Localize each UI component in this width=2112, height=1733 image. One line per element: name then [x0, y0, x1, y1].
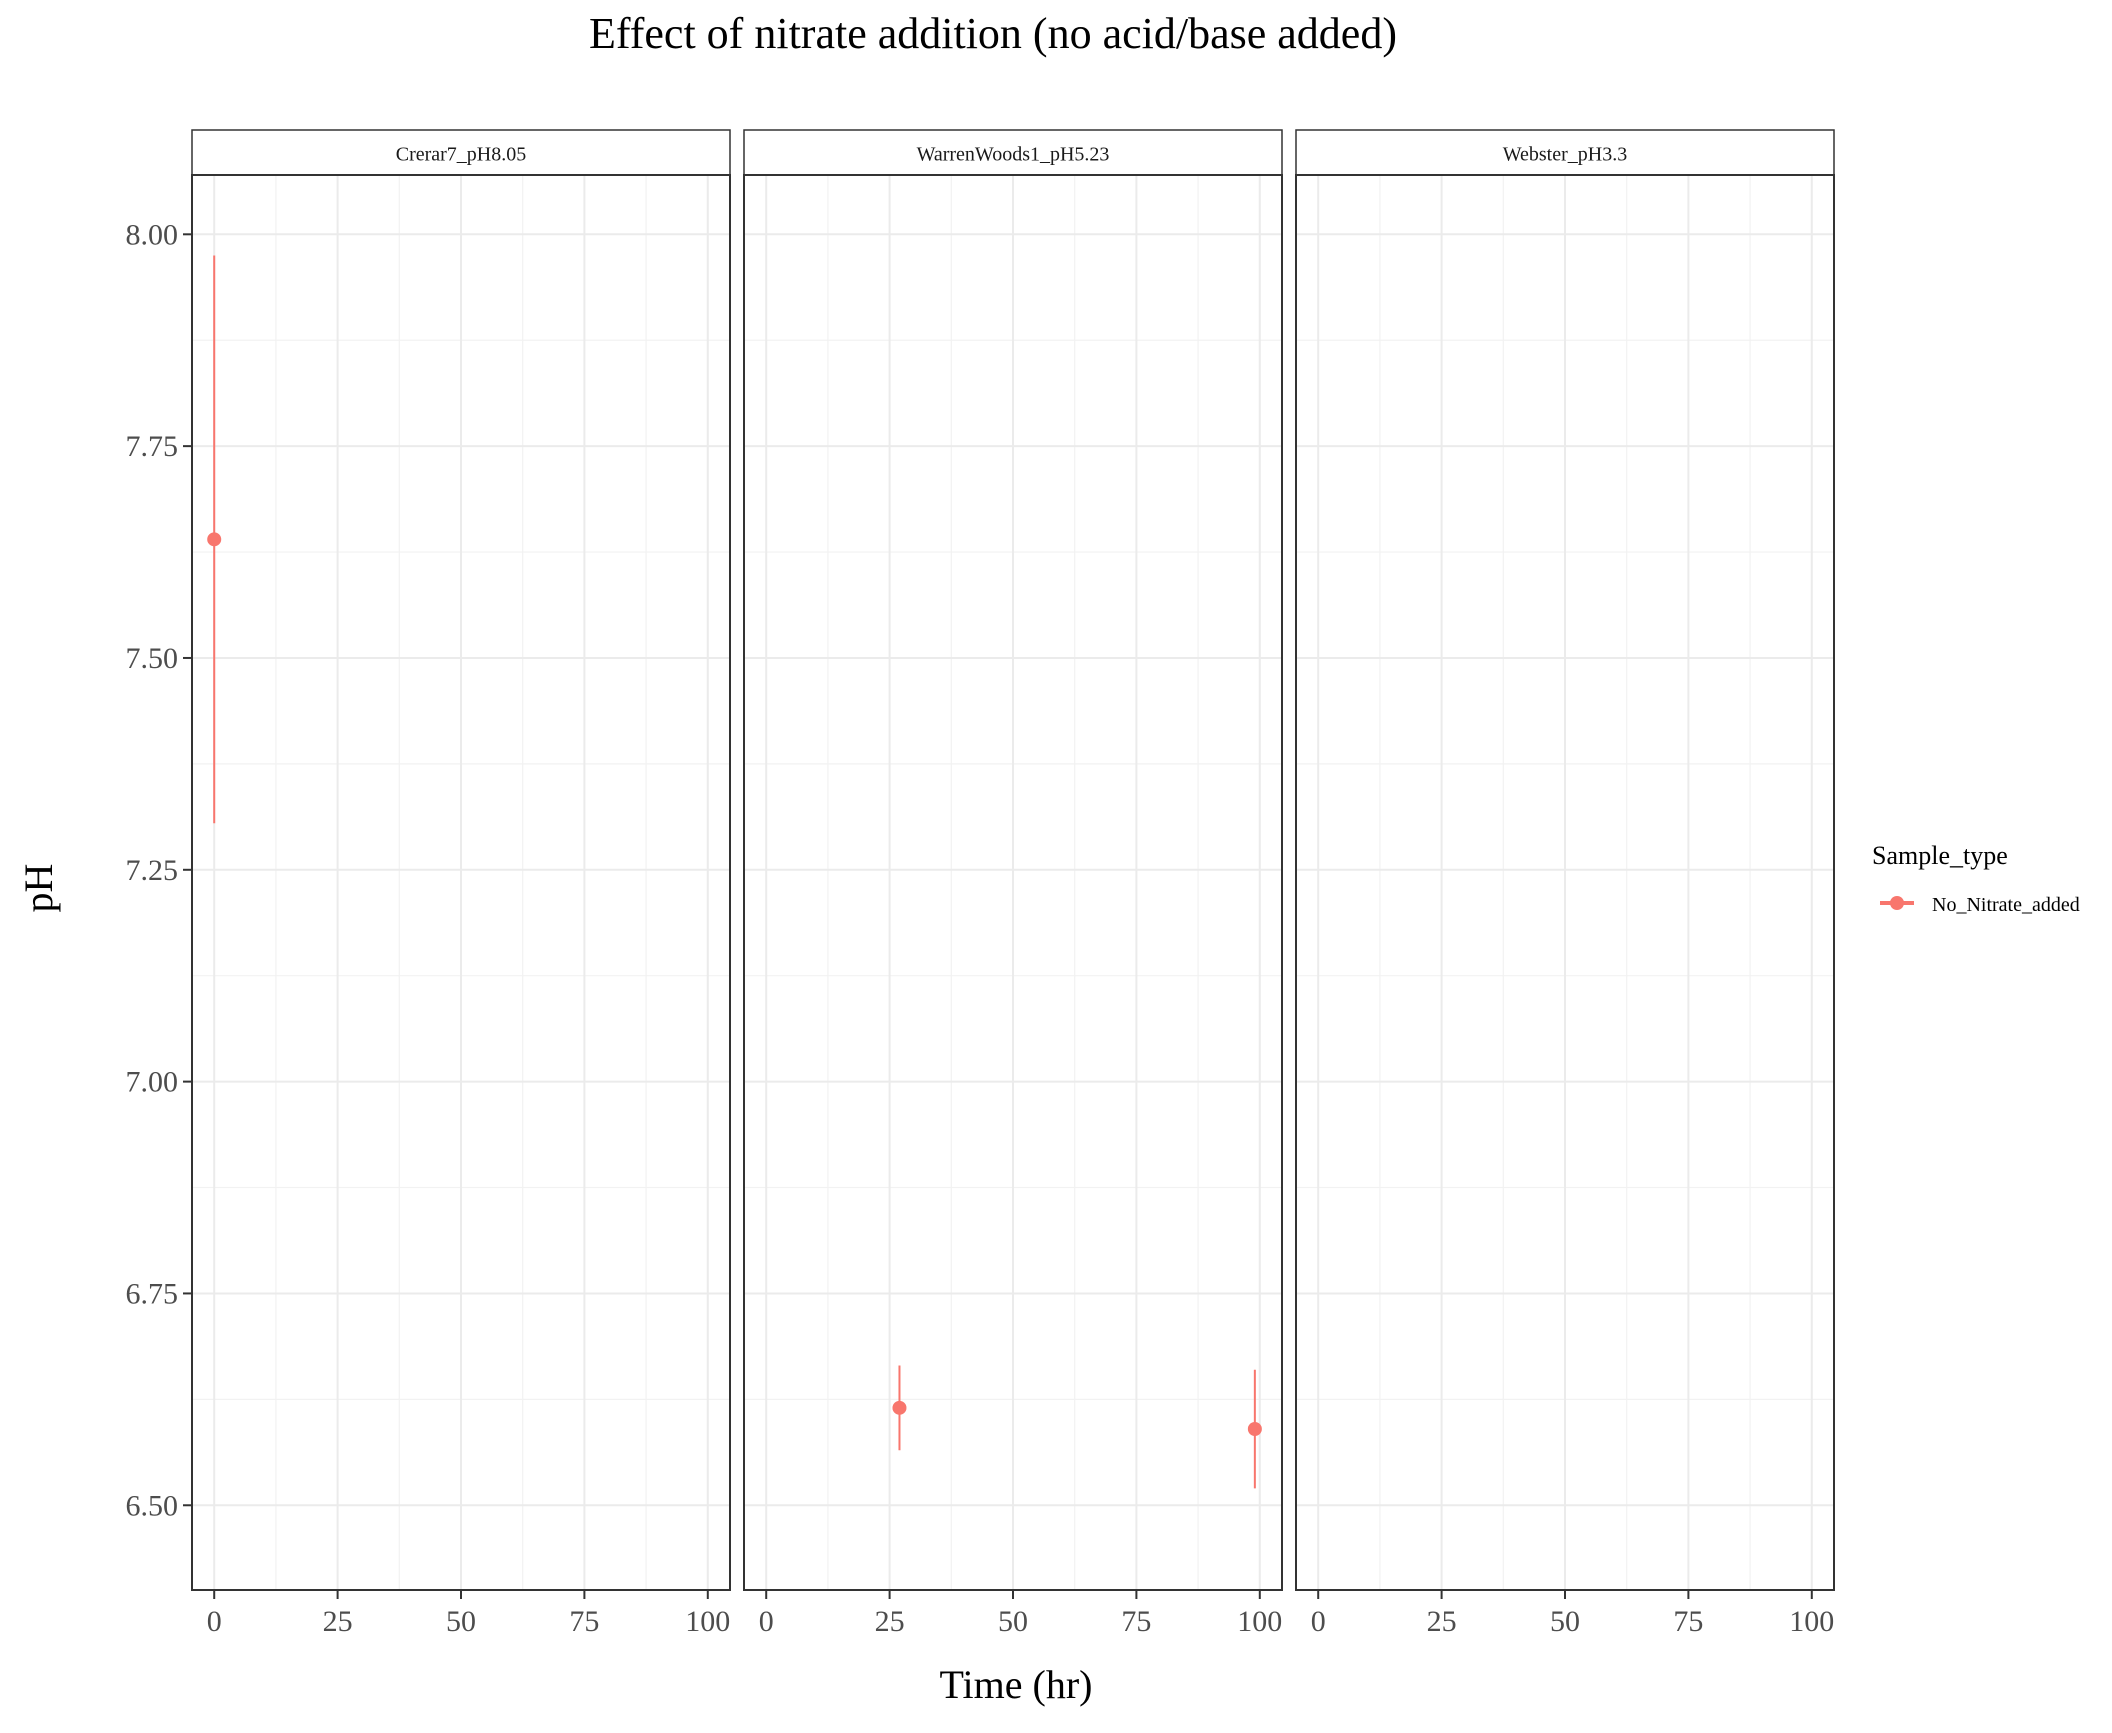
y-tick-label: 7.75 — [126, 430, 179, 463]
facet-panel: Crerar7_pH8.05 0 25 50 75 100 — [191, 129, 731, 1638]
panels-layer: 6.50 6.75 7.00 7.25 7.50 7.75 8.00 Crerar7_pH8.… — [126, 129, 1835, 1638]
chart-title: Effect of nitrate addition (no acid/base… — [589, 9, 1397, 58]
x-tick-label: 100 — [1237, 1605, 1282, 1638]
x-tick-label: 25 — [875, 1605, 905, 1638]
legend: Sample_type No_Nitrate_added — [1872, 841, 2080, 916]
x-tick-label: 0 — [1311, 1605, 1326, 1638]
x-axis-title: Time (hr) — [940, 1662, 1093, 1707]
y-tick-label: 6.75 — [126, 1277, 179, 1310]
y-tick-label: 7.25 — [126, 854, 179, 887]
legend-title: Sample_type — [1872, 841, 2008, 870]
x-tick-label: 75 — [1121, 1605, 1151, 1638]
y-tick-label: 7.50 — [126, 642, 179, 675]
x-tick-label: 0 — [759, 1605, 774, 1638]
x-tick-label: 75 — [569, 1605, 599, 1638]
x-tick-label: 100 — [1789, 1605, 1834, 1638]
x-tick-label: 100 — [685, 1605, 730, 1638]
facet-panel: WarrenWoods1_pH5.23 0 25 50 75 100 — [743, 129, 1283, 1638]
facet-panel: Webster_pH3.3 0 25 50 75 100 — [1295, 129, 1835, 1638]
data-point — [207, 532, 222, 547]
data-point — [892, 1400, 907, 1415]
facet-strip-label: Webster_pH3.3 — [1503, 144, 1627, 166]
facet-strip — [191, 129, 731, 176]
y-axis-title: pH — [16, 864, 61, 913]
facet-strip — [743, 129, 1283, 176]
facet-strip — [1295, 129, 1835, 176]
x-tick-label: 50 — [998, 1605, 1028, 1638]
legend-entry-label: No_Nitrate_added — [1932, 894, 2080, 916]
legend-key-point — [1890, 896, 1904, 910]
x-tick-label: 0 — [207, 1605, 222, 1638]
x-tick-label: 75 — [1673, 1605, 1703, 1638]
y-tick-label: 6.50 — [126, 1489, 179, 1522]
y-tick-label: 7.00 — [126, 1066, 179, 1099]
x-tick-label: 25 — [1427, 1605, 1457, 1638]
x-tick-label: 50 — [1550, 1605, 1580, 1638]
data-point — [1247, 1422, 1262, 1437]
x-tick-label: 50 — [446, 1605, 476, 1638]
x-tick-label: 25 — [323, 1605, 353, 1638]
facet-strip-label: Crerar7_pH8.05 — [396, 144, 527, 166]
y-tick-label: 8.00 — [126, 218, 179, 251]
facet-strip-label: WarrenWoods1_pH5.23 — [917, 144, 1110, 166]
